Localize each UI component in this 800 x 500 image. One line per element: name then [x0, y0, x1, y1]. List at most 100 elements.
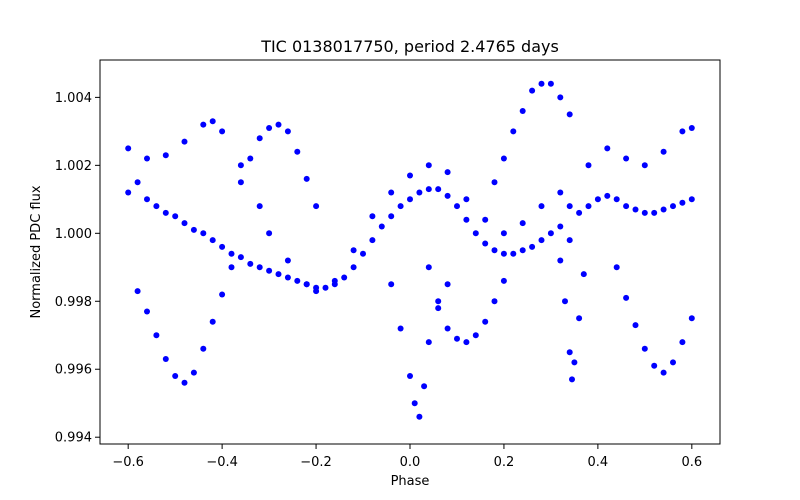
data-point — [623, 203, 630, 210]
series-upper-arc-left — [237, 121, 320, 210]
data-point — [679, 339, 686, 346]
data-point — [397, 203, 404, 210]
data-point — [566, 237, 573, 244]
x-tick-label: −0.2 — [300, 455, 332, 470]
data-point — [369, 237, 376, 244]
data-point — [369, 213, 376, 220]
data-point — [266, 125, 273, 131]
data-point — [444, 192, 451, 199]
data-point — [500, 230, 507, 237]
y-axis-label: Normalized PDC flux — [29, 185, 44, 318]
data-point — [237, 254, 244, 261]
data-point — [651, 209, 658, 216]
x-tick-label: 0.6 — [681, 455, 702, 470]
data-point — [134, 288, 141, 295]
data-point — [322, 284, 329, 291]
data-point — [125, 145, 132, 152]
data-point — [566, 111, 573, 118]
data-point — [482, 216, 489, 223]
data-point — [660, 206, 667, 213]
data-point — [144, 155, 150, 162]
data-point — [562, 298, 568, 305]
data-point — [284, 257, 291, 264]
data-point — [360, 250, 366, 257]
data-point — [200, 121, 207, 128]
data-point — [153, 332, 160, 339]
series-lower-arc-center — [425, 264, 507, 346]
data-point — [144, 308, 150, 315]
data-point — [181, 379, 188, 386]
data-point — [153, 203, 160, 210]
data-point — [500, 250, 507, 257]
data-point — [266, 267, 273, 274]
data-point — [275, 271, 282, 278]
data-point — [641, 162, 648, 169]
data-point — [162, 209, 169, 216]
data-point — [444, 325, 451, 332]
data-point — [303, 175, 310, 182]
data-point — [613, 196, 620, 203]
x-tick-label: 0.4 — [588, 455, 609, 470]
series-dip-center — [388, 281, 451, 420]
data-point — [256, 135, 263, 142]
data-point — [566, 203, 573, 210]
data-point — [547, 80, 554, 87]
series-lower-arc-right — [613, 264, 695, 376]
data-point — [181, 138, 188, 145]
data-point — [594, 196, 601, 203]
data-point — [256, 203, 263, 210]
data-point — [538, 203, 545, 210]
data-point — [651, 362, 658, 369]
data-point — [569, 376, 575, 383]
data-point — [491, 298, 498, 305]
data-point — [519, 108, 526, 114]
data-point — [313, 288, 320, 295]
data-point — [454, 335, 460, 342]
scatter-points — [125, 80, 695, 420]
data-point — [585, 162, 592, 169]
data-point — [444, 169, 451, 176]
data-point — [435, 186, 442, 193]
data-point — [557, 189, 564, 196]
data-point — [313, 203, 320, 210]
data-point — [571, 359, 578, 366]
data-point — [472, 332, 479, 339]
data-point — [378, 223, 385, 230]
data-point — [407, 196, 413, 203]
x-axis-label: Phase — [391, 474, 430, 489]
x-axis: −0.6 −0.4 −0.2 0.0 0.2 0.4 0.6 — [112, 444, 702, 470]
data-point — [660, 148, 667, 155]
data-point — [547, 230, 554, 237]
data-point — [519, 247, 526, 254]
data-point — [425, 186, 432, 193]
data-point — [425, 339, 432, 346]
data-point — [190, 226, 197, 233]
data-point — [350, 247, 357, 254]
data-point — [538, 237, 545, 244]
data-point — [411, 400, 418, 407]
data-point — [200, 345, 207, 352]
y-tick-label: 1.002 — [55, 159, 92, 174]
data-point — [284, 274, 291, 281]
data-point — [529, 87, 536, 94]
data-point — [491, 179, 498, 186]
data-point — [538, 80, 545, 87]
data-point — [388, 189, 395, 196]
y-tick-label: 1.000 — [55, 227, 92, 242]
series-upper-band — [125, 118, 695, 295]
data-point — [425, 162, 432, 169]
data-point — [209, 237, 216, 244]
data-point — [275, 121, 282, 128]
plot-frame — [99, 59, 721, 445]
data-point — [162, 152, 169, 159]
y-tick-label: 1.004 — [55, 91, 92, 106]
data-point — [670, 203, 676, 210]
data-point — [303, 281, 310, 288]
data-point — [491, 247, 498, 254]
data-point — [144, 196, 150, 203]
series-main-band — [125, 179, 695, 291]
data-point — [190, 369, 197, 376]
x-tick-label: 0.2 — [494, 455, 515, 470]
series-lower-arc-left — [134, 264, 235, 386]
data-point — [162, 356, 169, 362]
